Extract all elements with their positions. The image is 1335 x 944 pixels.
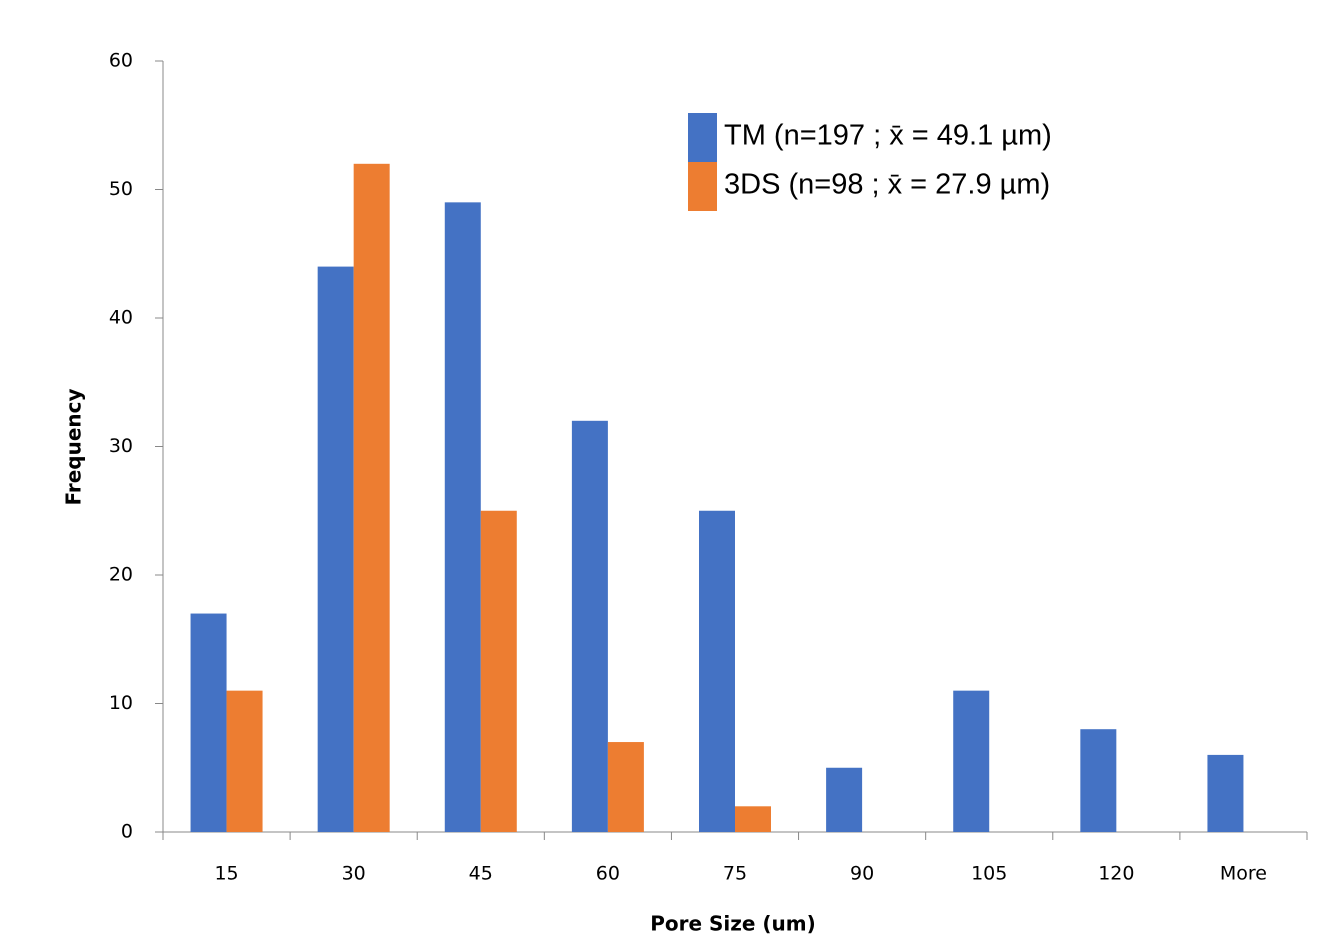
x-axis-title: Pore Size (um) — [650, 912, 816, 936]
legend-label: TM (n=197 ; x̄ = 49.1 µm) — [724, 120, 1052, 152]
x-tick-label: 90 — [850, 863, 874, 885]
bar — [481, 511, 517, 832]
bar — [699, 511, 735, 832]
bar — [608, 742, 644, 832]
bar — [354, 164, 390, 832]
y-tick-label: 20 — [109, 564, 133, 586]
bar — [1207, 755, 1243, 832]
x-tick-label: 75 — [723, 863, 747, 885]
legend-label: 3DS (n=98 ; x̄ = 27.9 µm) — [724, 169, 1050, 201]
legend-swatch — [688, 113, 717, 162]
bar — [445, 202, 481, 832]
x-tick-label: 45 — [469, 863, 493, 885]
y-tick-label: 30 — [109, 435, 133, 457]
bar — [1080, 729, 1116, 832]
y-tick-label: 0 — [121, 821, 133, 843]
y-tick-label: 60 — [109, 50, 133, 72]
x-tick-label: 30 — [342, 863, 366, 885]
page: Pore Size (um) Frequency 0 10 20 30 40 50 60 15… — [0, 0, 1335, 944]
x-tick-label: More — [1220, 863, 1267, 885]
y-axis-title: Frequency — [62, 388, 86, 505]
legend-swatch — [688, 162, 717, 211]
bar — [318, 267, 354, 832]
x-tick-label: 105 — [971, 863, 1007, 885]
y-tick-label: 50 — [109, 178, 133, 200]
y-tick-label: 40 — [109, 307, 133, 329]
x-tick-label: 60 — [596, 863, 620, 885]
chart: Pore Size (um) Frequency 0 10 20 30 40 50 60 15… — [0, 0, 1335, 940]
bar — [953, 691, 989, 832]
bar — [572, 421, 608, 832]
bar — [227, 691, 263, 832]
y-tick-label: 10 — [109, 692, 133, 714]
x-tick-label: 120 — [1098, 863, 1134, 885]
x-tick-label: 15 — [214, 863, 238, 885]
bar — [735, 806, 771, 832]
bar — [826, 768, 862, 832]
bar — [191, 614, 227, 832]
